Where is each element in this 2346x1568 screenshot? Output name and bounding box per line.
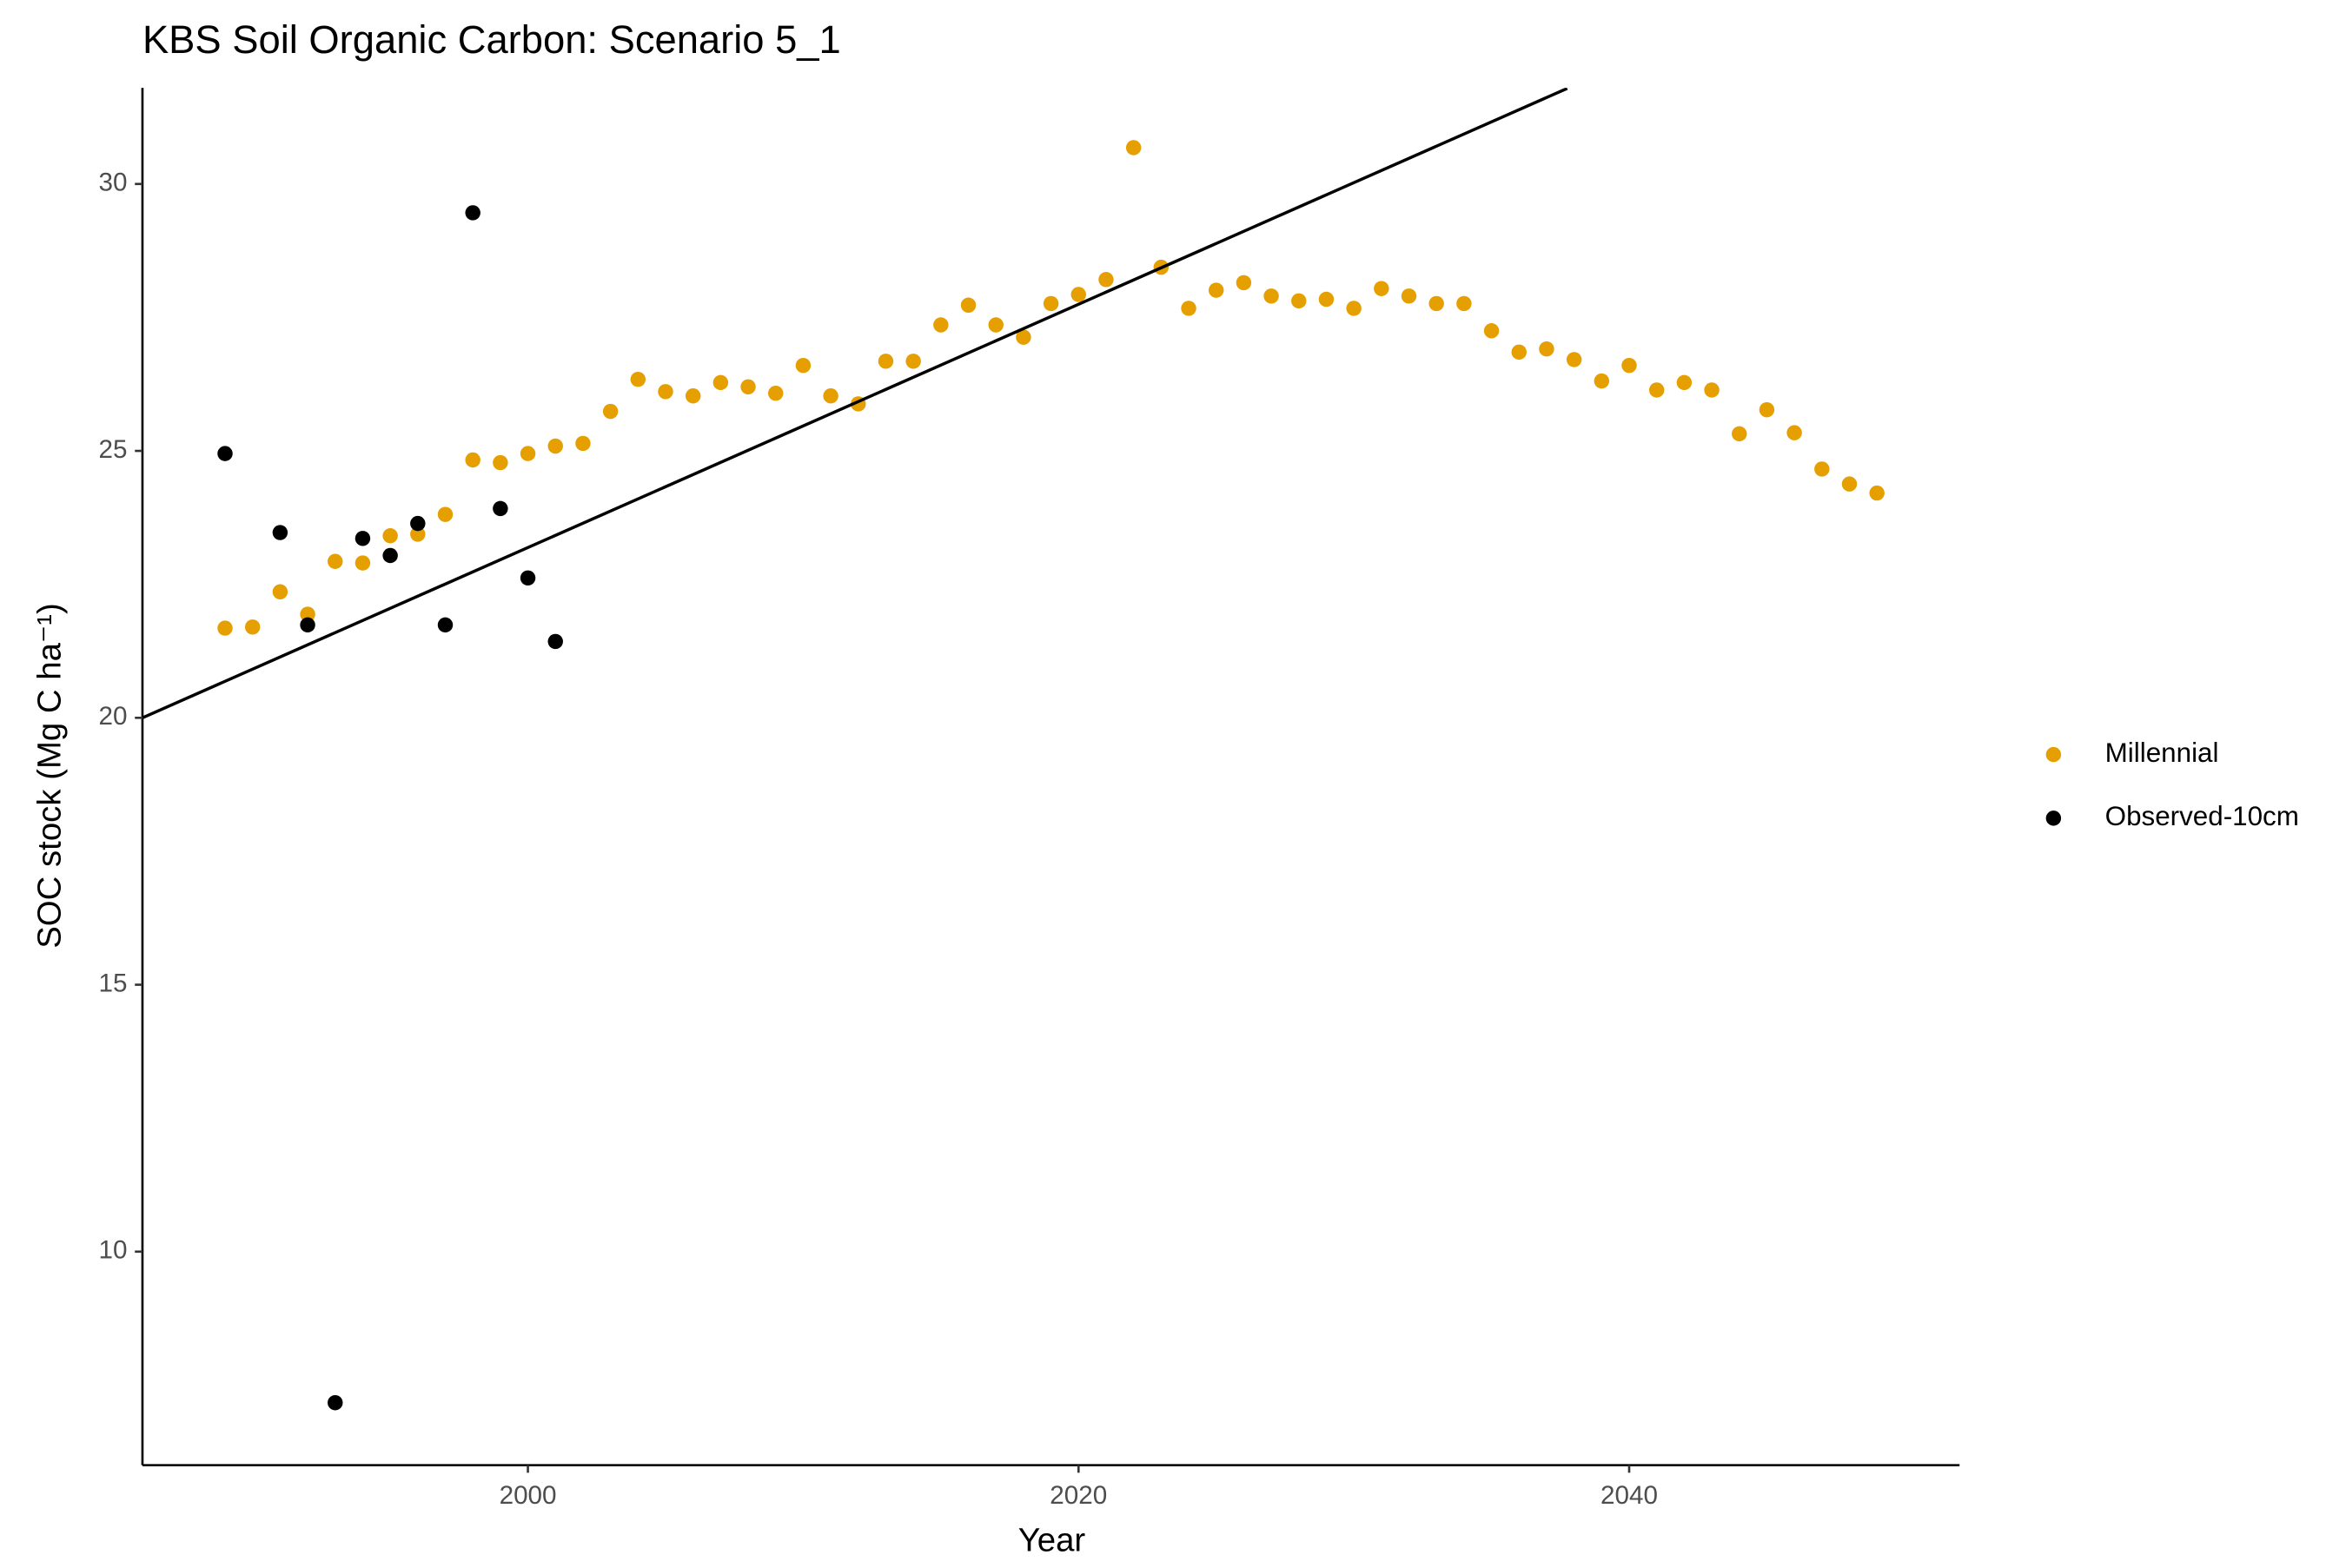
x-tick-label: 2040	[1600, 1481, 1658, 1510]
point	[465, 452, 480, 468]
point	[1594, 373, 1610, 389]
point	[1374, 281, 1389, 296]
point	[272, 584, 288, 599]
point	[1456, 295, 1472, 312]
plot-area	[142, 88, 1885, 1411]
point	[685, 388, 701, 404]
point	[1539, 341, 1554, 357]
point	[712, 374, 729, 391]
point	[602, 403, 619, 420]
y-tick-label: 30	[99, 169, 128, 197]
point	[437, 506, 454, 522]
point	[547, 438, 563, 454]
point	[1291, 293, 1307, 309]
point	[1263, 288, 1279, 304]
point	[740, 379, 756, 395]
point	[355, 555, 371, 571]
point	[382, 547, 398, 564]
point	[658, 384, 673, 400]
point	[1566, 352, 1582, 367]
x-tick-label: 2000	[500, 1481, 557, 1510]
point	[493, 454, 508, 471]
point	[1236, 275, 1252, 291]
point	[493, 500, 508, 517]
point	[1676, 374, 1693, 391]
point	[300, 606, 315, 622]
point	[382, 528, 398, 544]
point	[1208, 282, 1224, 298]
point	[217, 446, 233, 461]
point	[410, 515, 426, 532]
point	[328, 553, 343, 569]
point	[328, 1395, 343, 1411]
point	[217, 620, 233, 636]
x-tick-label: 2020	[1050, 1481, 1107, 1510]
point	[355, 531, 371, 546]
point	[300, 617, 315, 633]
point	[933, 317, 949, 333]
point	[1483, 323, 1500, 339]
point	[437, 617, 454, 633]
point	[1125, 140, 1142, 155]
point	[410, 526, 426, 542]
point	[1732, 426, 1747, 442]
point	[520, 446, 536, 461]
point	[1318, 291, 1335, 308]
point	[1346, 301, 1362, 316]
trend-line	[142, 88, 1568, 719]
point	[905, 354, 921, 369]
point	[1016, 329, 1031, 345]
legend-marker	[2045, 810, 2062, 826]
point	[1759, 401, 1775, 418]
legend-marker	[2045, 746, 2062, 763]
point	[1841, 476, 1858, 492]
point	[988, 317, 1004, 333]
y-tick-label: 10	[99, 1236, 128, 1265]
point	[1070, 287, 1086, 302]
point	[1786, 425, 1802, 440]
point	[1869, 485, 1885, 501]
point	[1428, 295, 1444, 312]
point	[520, 570, 536, 586]
point	[960, 297, 977, 313]
point	[1648, 382, 1665, 398]
y-tick-label: 20	[99, 702, 128, 731]
point	[547, 633, 563, 650]
point	[272, 525, 288, 540]
legend-label: Millennial	[2105, 738, 2219, 768]
y-axis-title: SOC stock (Mg C ha⁻¹)	[30, 603, 68, 949]
point	[1511, 344, 1527, 361]
point	[878, 354, 894, 369]
point	[630, 371, 646, 387]
y-tick-label: 15	[99, 969, 128, 997]
point	[823, 388, 838, 404]
point	[465, 205, 480, 221]
point	[1704, 382, 1720, 398]
legend-label: Observed-10cm	[2105, 801, 2299, 831]
point	[795, 357, 812, 374]
y-tick-label: 25	[99, 435, 128, 464]
chart-title: KBS Soil Organic Carbon: Scenario 5_1	[142, 17, 841, 62]
point	[1043, 295, 1059, 312]
point	[244, 619, 261, 635]
point	[1401, 288, 1417, 304]
x-axis-title: Year	[1018, 1522, 1086, 1559]
point	[768, 385, 784, 401]
point	[1098, 272, 1114, 288]
point	[575, 435, 591, 452]
point	[1181, 301, 1196, 316]
point	[1621, 357, 1637, 374]
point	[1814, 461, 1830, 477]
